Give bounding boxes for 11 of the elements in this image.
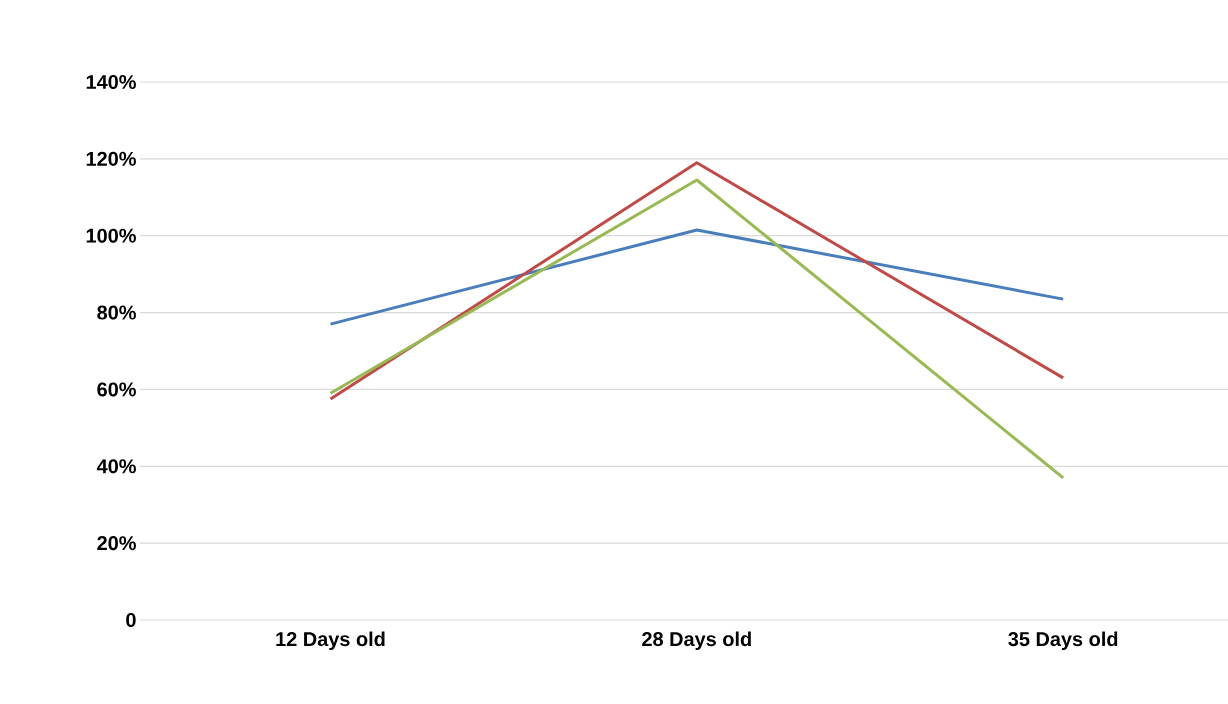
y-tick-label: 140% xyxy=(86,74,136,90)
x-tick-label: 28 Days old xyxy=(642,631,751,651)
y-tick-label: 60% xyxy=(97,382,136,397)
y-tick-label: 40% xyxy=(96,459,136,474)
y-tick-label: 20% xyxy=(97,536,136,551)
x-tick-label: 12 Days old xyxy=(276,631,385,651)
y-tick-label: 120% xyxy=(86,151,136,166)
x-tick-label: 35 Days old xyxy=(1008,631,1118,651)
y-tick-label: 80% xyxy=(97,305,136,320)
y-tick-label: 0 xyxy=(126,612,136,628)
y-tick-label: 100% xyxy=(86,228,136,243)
